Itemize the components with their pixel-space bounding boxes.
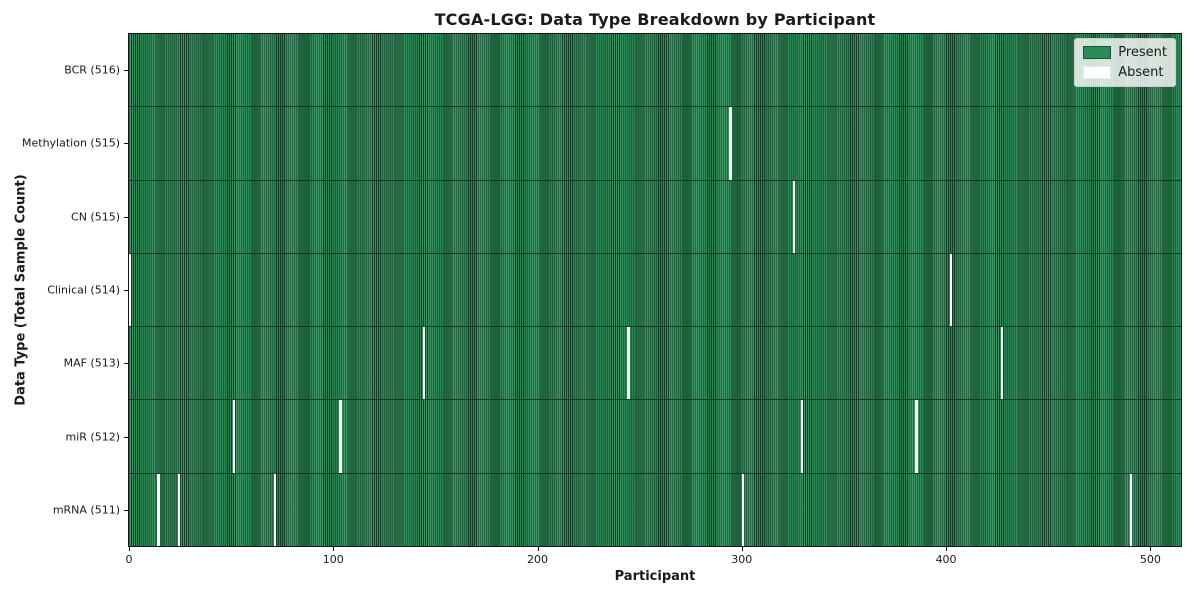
heatmap-row-miR [129, 399, 1181, 473]
legend-absent-label: Absent [1118, 65, 1164, 80]
absent-marker [273, 473, 277, 546]
absent-marker [422, 327, 426, 400]
heatmap-row-Clinical [129, 252, 1181, 327]
heatmap-row-MAF [129, 326, 1181, 400]
y-tick-label: BCR (516) [64, 63, 120, 77]
heatmap-row-CN [129, 179, 1181, 253]
y-tick-mark [124, 143, 128, 145]
legend-item-present: Present [1083, 45, 1167, 60]
legend-absent-swatch [1083, 66, 1112, 79]
x-tick-label: 500 [1139, 553, 1161, 566]
y-tick-mark [124, 510, 128, 512]
absent-marker [729, 107, 732, 180]
y-tick-mark [124, 69, 128, 71]
y-tick-label: CN (515) [71, 210, 120, 224]
chart-title: TCGA-LGG: Data Type Breakdown by Partici… [434, 10, 876, 29]
y-tick-label: Clinical (514) [47, 283, 120, 297]
legend-item-absent: Absent [1083, 65, 1167, 80]
absent-marker [800, 400, 804, 473]
absent-marker [949, 253, 953, 327]
absent-marker [741, 473, 744, 546]
y-tick-mark [124, 216, 128, 218]
x-tick-mark [741, 547, 743, 551]
x-tick-label: 0 [125, 553, 133, 566]
x-tick-mark [129, 547, 131, 551]
x-tick-label: 300 [731, 553, 753, 566]
x-tick-label: 400 [935, 553, 957, 566]
x-tick-mark [333, 547, 335, 551]
heatmap-row-mRNA [129, 472, 1181, 546]
absent-marker [792, 180, 796, 253]
y-tick-mark [124, 436, 128, 438]
absent-marker [915, 400, 918, 473]
absent-marker [129, 253, 132, 327]
y-tick-label: MAF (513) [63, 356, 120, 370]
legend-present-label: Present [1118, 45, 1167, 60]
x-tick-mark [1150, 547, 1152, 551]
heatmap-row-Methylation [129, 106, 1181, 180]
absent-marker [232, 400, 236, 473]
heatmap-rows [129, 34, 1181, 546]
absent-marker [157, 473, 160, 546]
x-tick-label: 100 [322, 553, 344, 566]
x-tick-mark [946, 547, 948, 551]
legend: Present Absent [1074, 38, 1176, 87]
absent-marker [177, 473, 181, 546]
plot-area: Present Absent [128, 33, 1182, 547]
x-tick-mark [537, 547, 539, 551]
y-tick-mark [124, 363, 128, 365]
absent-marker [1129, 473, 1133, 546]
y-tick-label: Methylation (515) [22, 136, 120, 150]
absent-marker [339, 400, 342, 473]
y-tick-label: miR (512) [65, 430, 121, 444]
y-tick-mark [124, 290, 128, 291]
y-tick-label: mRNA (511) [52, 503, 120, 517]
absent-marker [1001, 327, 1004, 400]
absent-marker [627, 327, 630, 400]
legend-present-swatch [1083, 46, 1112, 59]
x-axis-label: Participant [614, 569, 696, 584]
heatmap-row-BCR [129, 34, 1181, 107]
x-tick-label: 200 [527, 553, 549, 566]
